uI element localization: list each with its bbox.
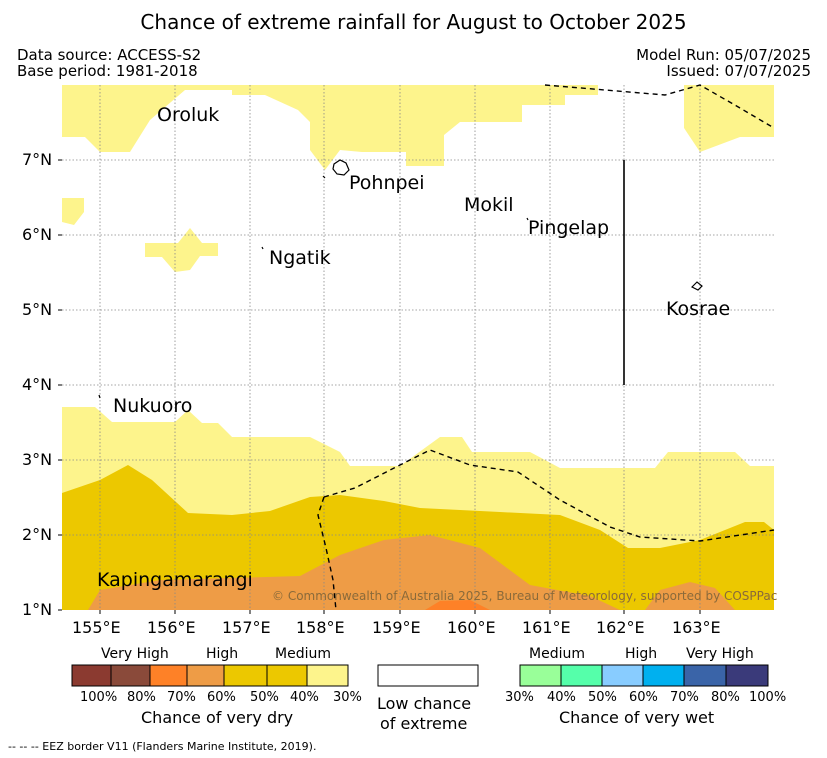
- lon-label-160e: 160°E: [447, 618, 496, 637]
- lat-label-6n: 6°N: [22, 225, 53, 244]
- issued-date: Issued: 07/07/2025: [666, 62, 811, 80]
- legend-dry-very-high: Very High: [101, 646, 169, 662]
- legend-wet-high: High: [625, 646, 658, 662]
- place-oroluk: Oroluk: [157, 104, 220, 126]
- ant-atoll: [322, 175, 326, 179]
- south-dark-orange-region: [425, 600, 490, 610]
- legend-wet-tick-30: 30%: [505, 690, 534, 705]
- legend-wet-tick-100: 100%: [749, 690, 787, 705]
- left-medium-region: [62, 198, 84, 225]
- lon-label-163e: 163°E: [672, 618, 721, 637]
- page-title: Chance of extreme rainfall for August to…: [140, 10, 687, 34]
- pohnpei-island: [332, 159, 350, 176]
- place-pohnpei: Pohnpei: [349, 172, 425, 194]
- islands: [98, 159, 703, 399]
- legend-dry-tick-100: 100%: [80, 690, 118, 705]
- legend-wet-very-high: Very High: [686, 646, 754, 662]
- top-medium-region: [62, 85, 774, 170]
- legend-low-caption-2: of extreme: [380, 714, 468, 733]
- lon-label-156e: 156°E: [147, 618, 196, 637]
- legend-dry-caption: Chance of very dry: [141, 708, 294, 727]
- lat-label-4n: 4°N: [22, 375, 53, 394]
- lat-label-2n: 2°N: [22, 525, 53, 544]
- nukuoro-island: [98, 394, 101, 399]
- legend-wet-scale: [519, 664, 769, 687]
- pingelap-island: [526, 217, 529, 221]
- legend-dry-tick-50: 50%: [250, 690, 279, 705]
- place-pingelap: Pingelap: [528, 217, 610, 239]
- eez-footnote: -- -- -- EEZ border V11 (Flanders Marine…: [8, 740, 317, 753]
- lat-label-5n: 5°N: [22, 300, 53, 319]
- kosrae-island: [690, 281, 703, 291]
- place-kosrae: Kosrae: [666, 298, 731, 320]
- legend-dry-high: High: [206, 646, 239, 662]
- place-mokil: Mokil: [464, 194, 514, 216]
- model-run: Model Run: 05/07/2025: [636, 46, 811, 64]
- axis-ticks: [58, 159, 701, 614]
- south-orange-right-region: [645, 582, 735, 610]
- lon-label-159e: 159°E: [372, 618, 421, 637]
- legend-dry-tick-60: 60%: [207, 690, 236, 705]
- lon-label-161e: 161°E: [522, 618, 571, 637]
- base-period: Base period: 1981-2018: [17, 62, 198, 80]
- legend-dry-tick-70: 70%: [167, 690, 196, 705]
- legend-wet-medium: Medium: [529, 646, 585, 662]
- legend-wet-tick-40: 40%: [547, 690, 576, 705]
- legend-wet-tick-60: 60%: [629, 690, 658, 705]
- lon-label-155e: 155°E: [72, 618, 121, 637]
- lat-label-1n: 1°N: [22, 600, 53, 619]
- legend-wet-caption: Chance of very wet: [559, 708, 715, 727]
- place-nukuoro: Nukuoro: [113, 395, 193, 417]
- lon-label-158e: 158°E: [296, 618, 345, 637]
- legend-wet-tick-70: 70%: [670, 690, 699, 705]
- legend-wet-tick-80: 80%: [711, 690, 740, 705]
- lat-label-7n: 7°N: [22, 150, 53, 169]
- legend-dry-tick-80: 80%: [127, 690, 156, 705]
- lat-label-3n: 3°N: [22, 450, 53, 469]
- eez-border: [317, 84, 775, 611]
- copyright-notice: © Commonwealth of Australia 2025, Bureau…: [272, 589, 778, 603]
- lon-label-162e: 162°E: [596, 618, 645, 637]
- legend-low-box: [377, 664, 479, 687]
- place-kapingamarangi: Kapingamarangi: [97, 569, 253, 591]
- legend-dry-tick-30: 30%: [333, 690, 362, 705]
- legend-dry-scale: [71, 664, 349, 687]
- legend-low-caption-1: Low chance: [377, 694, 472, 713]
- lon-label-157e: 157°E: [222, 618, 271, 637]
- place-ngatik: Ngatik: [269, 247, 331, 269]
- legend-wet-tick-50: 50%: [588, 690, 617, 705]
- south-orange-region: [88, 535, 620, 610]
- ngatik-medium-region: [145, 228, 218, 272]
- data-source: Data source: ACCESS-S2: [17, 46, 202, 64]
- probability-fill: [62, 85, 774, 610]
- legend-dry-tick-40: 40%: [290, 690, 319, 705]
- legend-dry-medium: Medium: [275, 646, 331, 662]
- ngatik-island: [261, 246, 264, 250]
